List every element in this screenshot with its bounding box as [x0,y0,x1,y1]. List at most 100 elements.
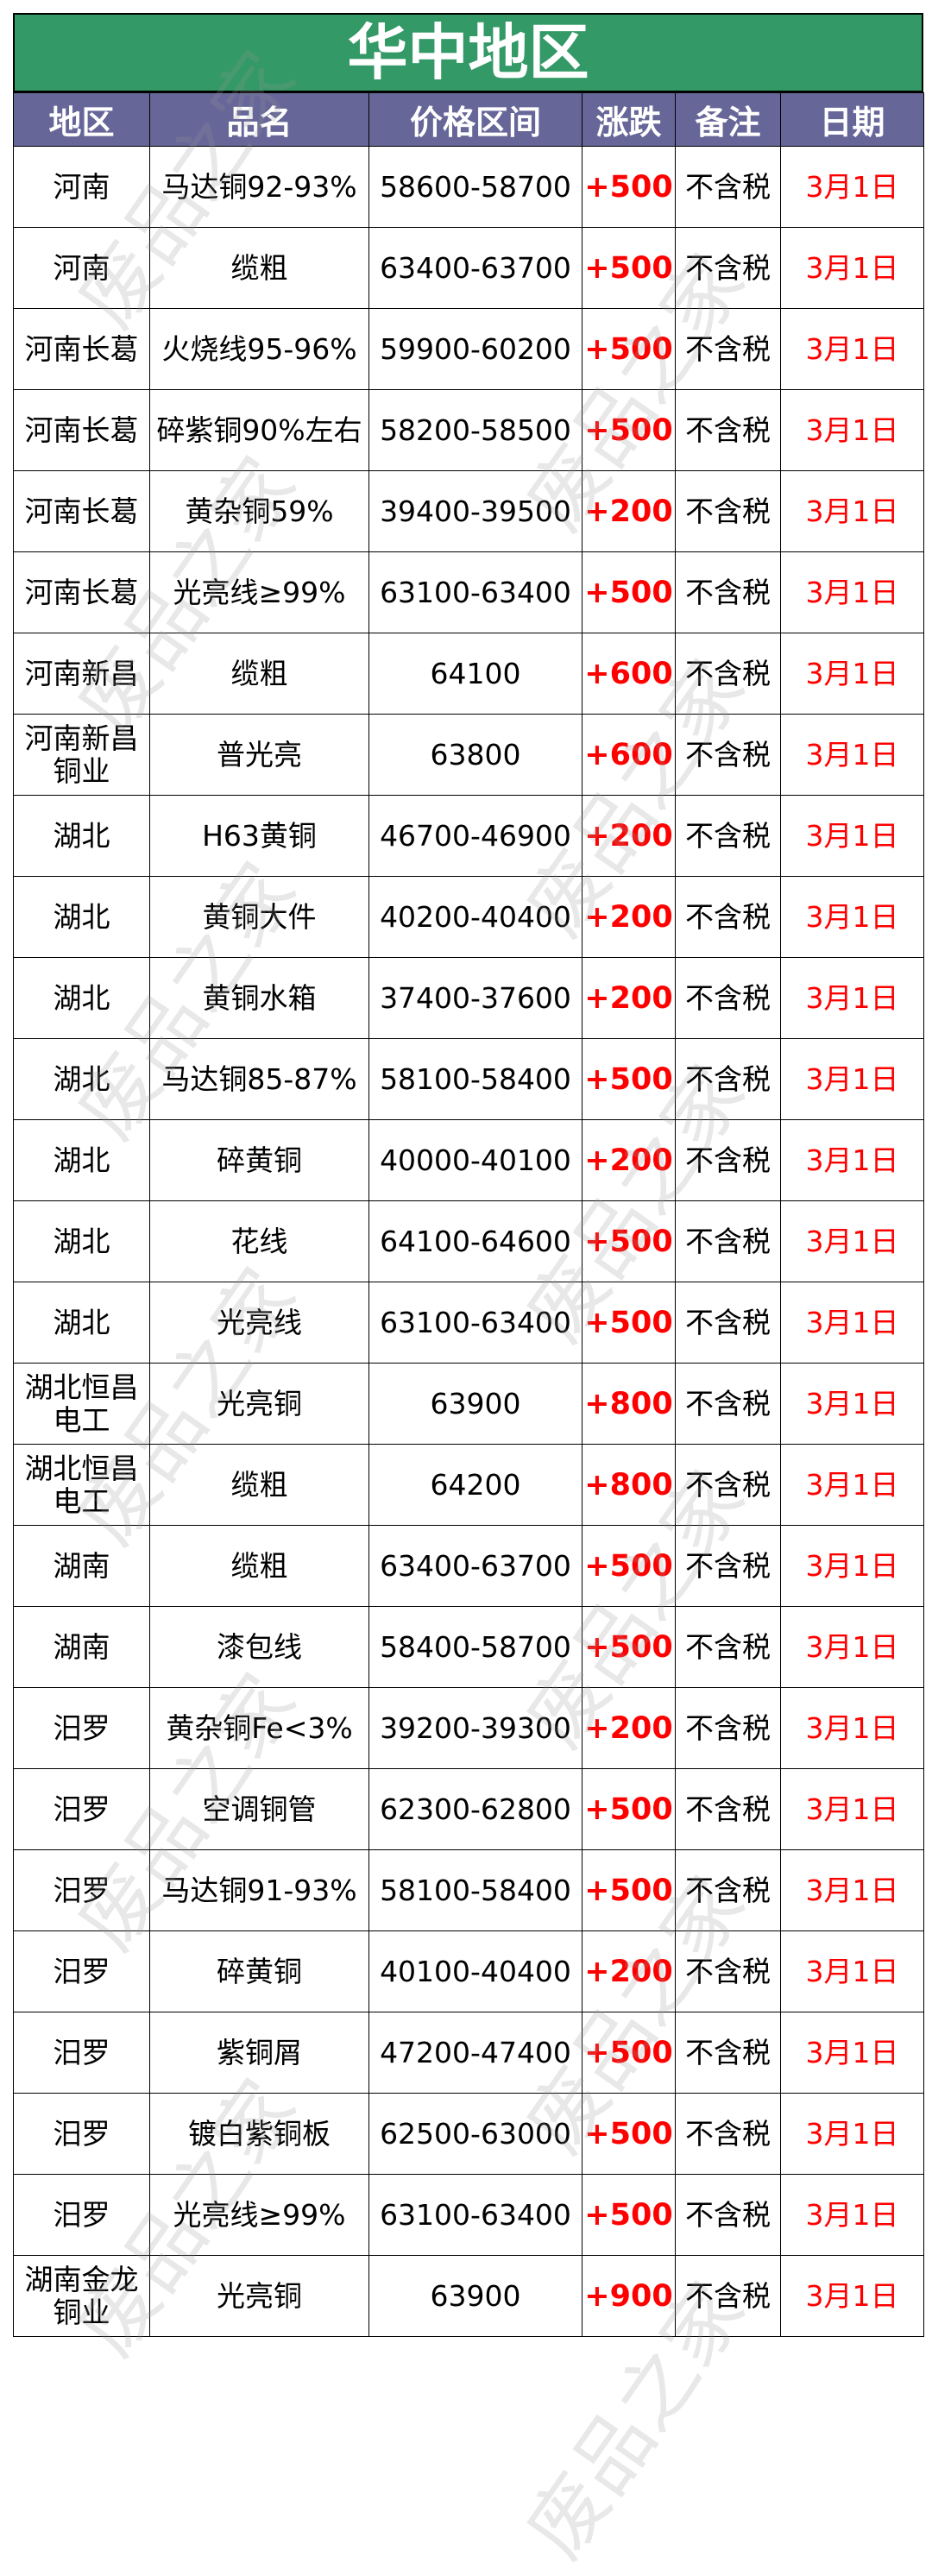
cell-region: 河南长葛 [13,551,150,633]
col-price-range: 价格区间 [368,92,582,147]
cell-change: +500 [582,1282,676,1364]
cell-region: 汨罗 [13,1687,150,1769]
cell-region: 湖北 [13,1038,150,1120]
cell-region: 河南 [13,227,150,309]
cell-note: 不含税 [675,389,781,471]
cell-note: 不含税 [675,1119,781,1201]
col-date: 日期 [780,92,924,147]
header-row: 地区 品名 价格区间 涨跌 备注 日期 [13,92,924,147]
table-row: 湖南 缆粗 63400-63700 +500 不含税 3月1日 [13,1525,924,1607]
cell-note: 不含税 [675,633,781,715]
cell-region: 湖南 [13,1525,150,1607]
cell-region: 湖北 [13,795,150,877]
cell-note: 不含税 [675,1282,781,1364]
cell-price-range: 59900-60200 [368,308,582,390]
cell-price-range: 63800 [368,714,582,796]
cell-region: 湖北 [13,876,150,958]
table-row: 湖北 马达铜85-87% 58100-58400 +500 不含税 3月1日 [13,1038,924,1120]
cell-price-range: 39200-39300 [368,1687,582,1769]
cell-region: 河南 [13,146,150,228]
cell-change: +500 [582,1606,676,1688]
cell-product: 黄杂铜59% [149,470,369,552]
cell-price-range: 62300-62800 [368,1768,582,1850]
cell-date: 3月1日 [780,1606,924,1688]
table-row: 汨罗 光亮线≥99% 63100-63400 +500 不含税 3月1日 [13,2174,924,2256]
cell-note: 不含税 [675,308,781,390]
col-note: 备注 [675,92,781,147]
cell-price-range: 47200-47400 [368,2012,582,2094]
cell-product: 镀白紫铜板 [149,2093,369,2175]
cell-date: 3月1日 [780,2174,924,2256]
cell-note: 不含税 [675,551,781,633]
cell-price-range: 40200-40400 [368,876,582,958]
cell-region: 湖北恒昌电工 [13,1444,150,1526]
cell-region: 湖北 [13,1200,150,1282]
table-row: 湖南金龙铜业 光亮铜 63900 +900 不含税 3月1日 [13,2255,924,2337]
cell-price-range: 63900 [368,2255,582,2337]
table-row: 河南 马达铜92-93% 58600-58700 +500 不含税 3月1日 [13,146,924,228]
cell-product: 黄铜水箱 [149,957,369,1039]
cell-region: 河南新昌铜业 [13,714,150,796]
region-title: 华中地区 [13,13,923,92]
cell-note: 不含税 [675,1687,781,1769]
cell-date: 3月1日 [780,389,924,471]
cell-note: 不含税 [675,1768,781,1850]
cell-change: +500 [582,551,676,633]
table-row: 湖北恒昌电工 缆粗 64200 +800 不含税 3月1日 [13,1444,924,1526]
cell-product: 黄铜大件 [149,876,369,958]
cell-change: +500 [582,2093,676,2175]
cell-date: 3月1日 [780,633,924,715]
cell-change: +500 [582,1038,676,1120]
cell-region: 河南长葛 [13,308,150,390]
cell-region: 湖北恒昌电工 [13,1363,150,1445]
cell-price-range: 58400-58700 [368,1606,582,1688]
table-row: 河南长葛 火烧线95-96% 59900-60200 +500 不含税 3月1日 [13,308,924,390]
cell-region: 汨罗 [13,1849,150,1931]
cell-product: 普光亮 [149,714,369,796]
cell-price-range: 64100-64600 [368,1200,582,1282]
cell-region: 湖南 [13,1606,150,1688]
cell-note: 不含税 [675,470,781,552]
cell-region: 河南新昌 [13,633,150,715]
cell-price-range: 63900 [368,1363,582,1445]
cell-note: 不含税 [675,795,781,877]
cell-product: 碎黄铜 [149,1930,369,2012]
cell-note: 不含税 [675,1444,781,1526]
cell-note: 不含税 [675,1849,781,1931]
cell-date: 3月1日 [780,308,924,390]
cell-date: 3月1日 [780,146,924,228]
cell-product: 漆包线 [149,1606,369,1688]
cell-note: 不含税 [675,2255,781,2337]
cell-price-range: 63400-63700 [368,227,582,309]
cell-date: 3月1日 [780,1849,924,1931]
cell-date: 3月1日 [780,2093,924,2175]
cell-product: 火烧线95-96% [149,308,369,390]
cell-date: 3月1日 [780,1363,924,1445]
cell-price-range: 63100-63400 [368,1282,582,1364]
cell-note: 不含税 [675,227,781,309]
cell-product: 缆粗 [149,1525,369,1607]
cell-price-range: 63400-63700 [368,1525,582,1607]
col-region: 地区 [13,92,150,147]
cell-note: 不含税 [675,1930,781,2012]
table-row: 湖北 黄铜水箱 37400-37600 +200 不含税 3月1日 [13,957,924,1039]
cell-note: 不含税 [675,876,781,958]
cell-date: 3月1日 [780,795,924,877]
table-row: 汨罗 空调铜管 62300-62800 +500 不含税 3月1日 [13,1768,924,1850]
table-row: 湖北恒昌电工 光亮铜 63900 +800 不含税 3月1日 [13,1363,924,1445]
cell-change: +500 [582,308,676,390]
cell-date: 3月1日 [780,1687,924,1769]
cell-date: 3月1日 [780,1768,924,1850]
cell-change: +200 [582,876,676,958]
cell-price-range: 37400-37600 [368,957,582,1039]
cell-note: 不含税 [675,146,781,228]
cell-note: 不含税 [675,957,781,1039]
cell-date: 3月1日 [780,1444,924,1526]
price-table: 地区 品名 价格区间 涨跌 备注 日期 河南 马达铜92-93% 58600-587… [13,92,924,2337]
cell-note: 不含税 [675,714,781,796]
cell-change: +200 [582,1930,676,2012]
cell-price-range: 64200 [368,1444,582,1526]
cell-price-range: 46700-46900 [368,795,582,877]
cell-product: 光亮铜 [149,1363,369,1445]
table-row: 河南长葛 碎紫铜90%左右 58200-58500 +500 不含税 3月1日 [13,389,924,471]
